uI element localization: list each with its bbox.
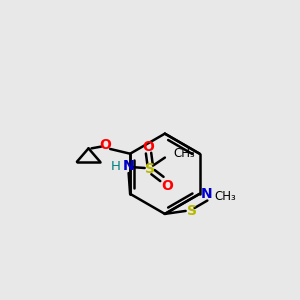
Text: O: O	[161, 178, 173, 193]
Text: H: H	[111, 160, 121, 173]
Text: O: O	[142, 140, 154, 154]
Text: N: N	[123, 159, 134, 173]
Text: S: S	[145, 162, 155, 176]
Text: O: O	[99, 138, 111, 152]
Text: CH₃: CH₃	[173, 147, 195, 160]
Text: S: S	[187, 204, 196, 218]
Text: CH₃: CH₃	[214, 190, 236, 202]
Text: N: N	[200, 187, 212, 201]
